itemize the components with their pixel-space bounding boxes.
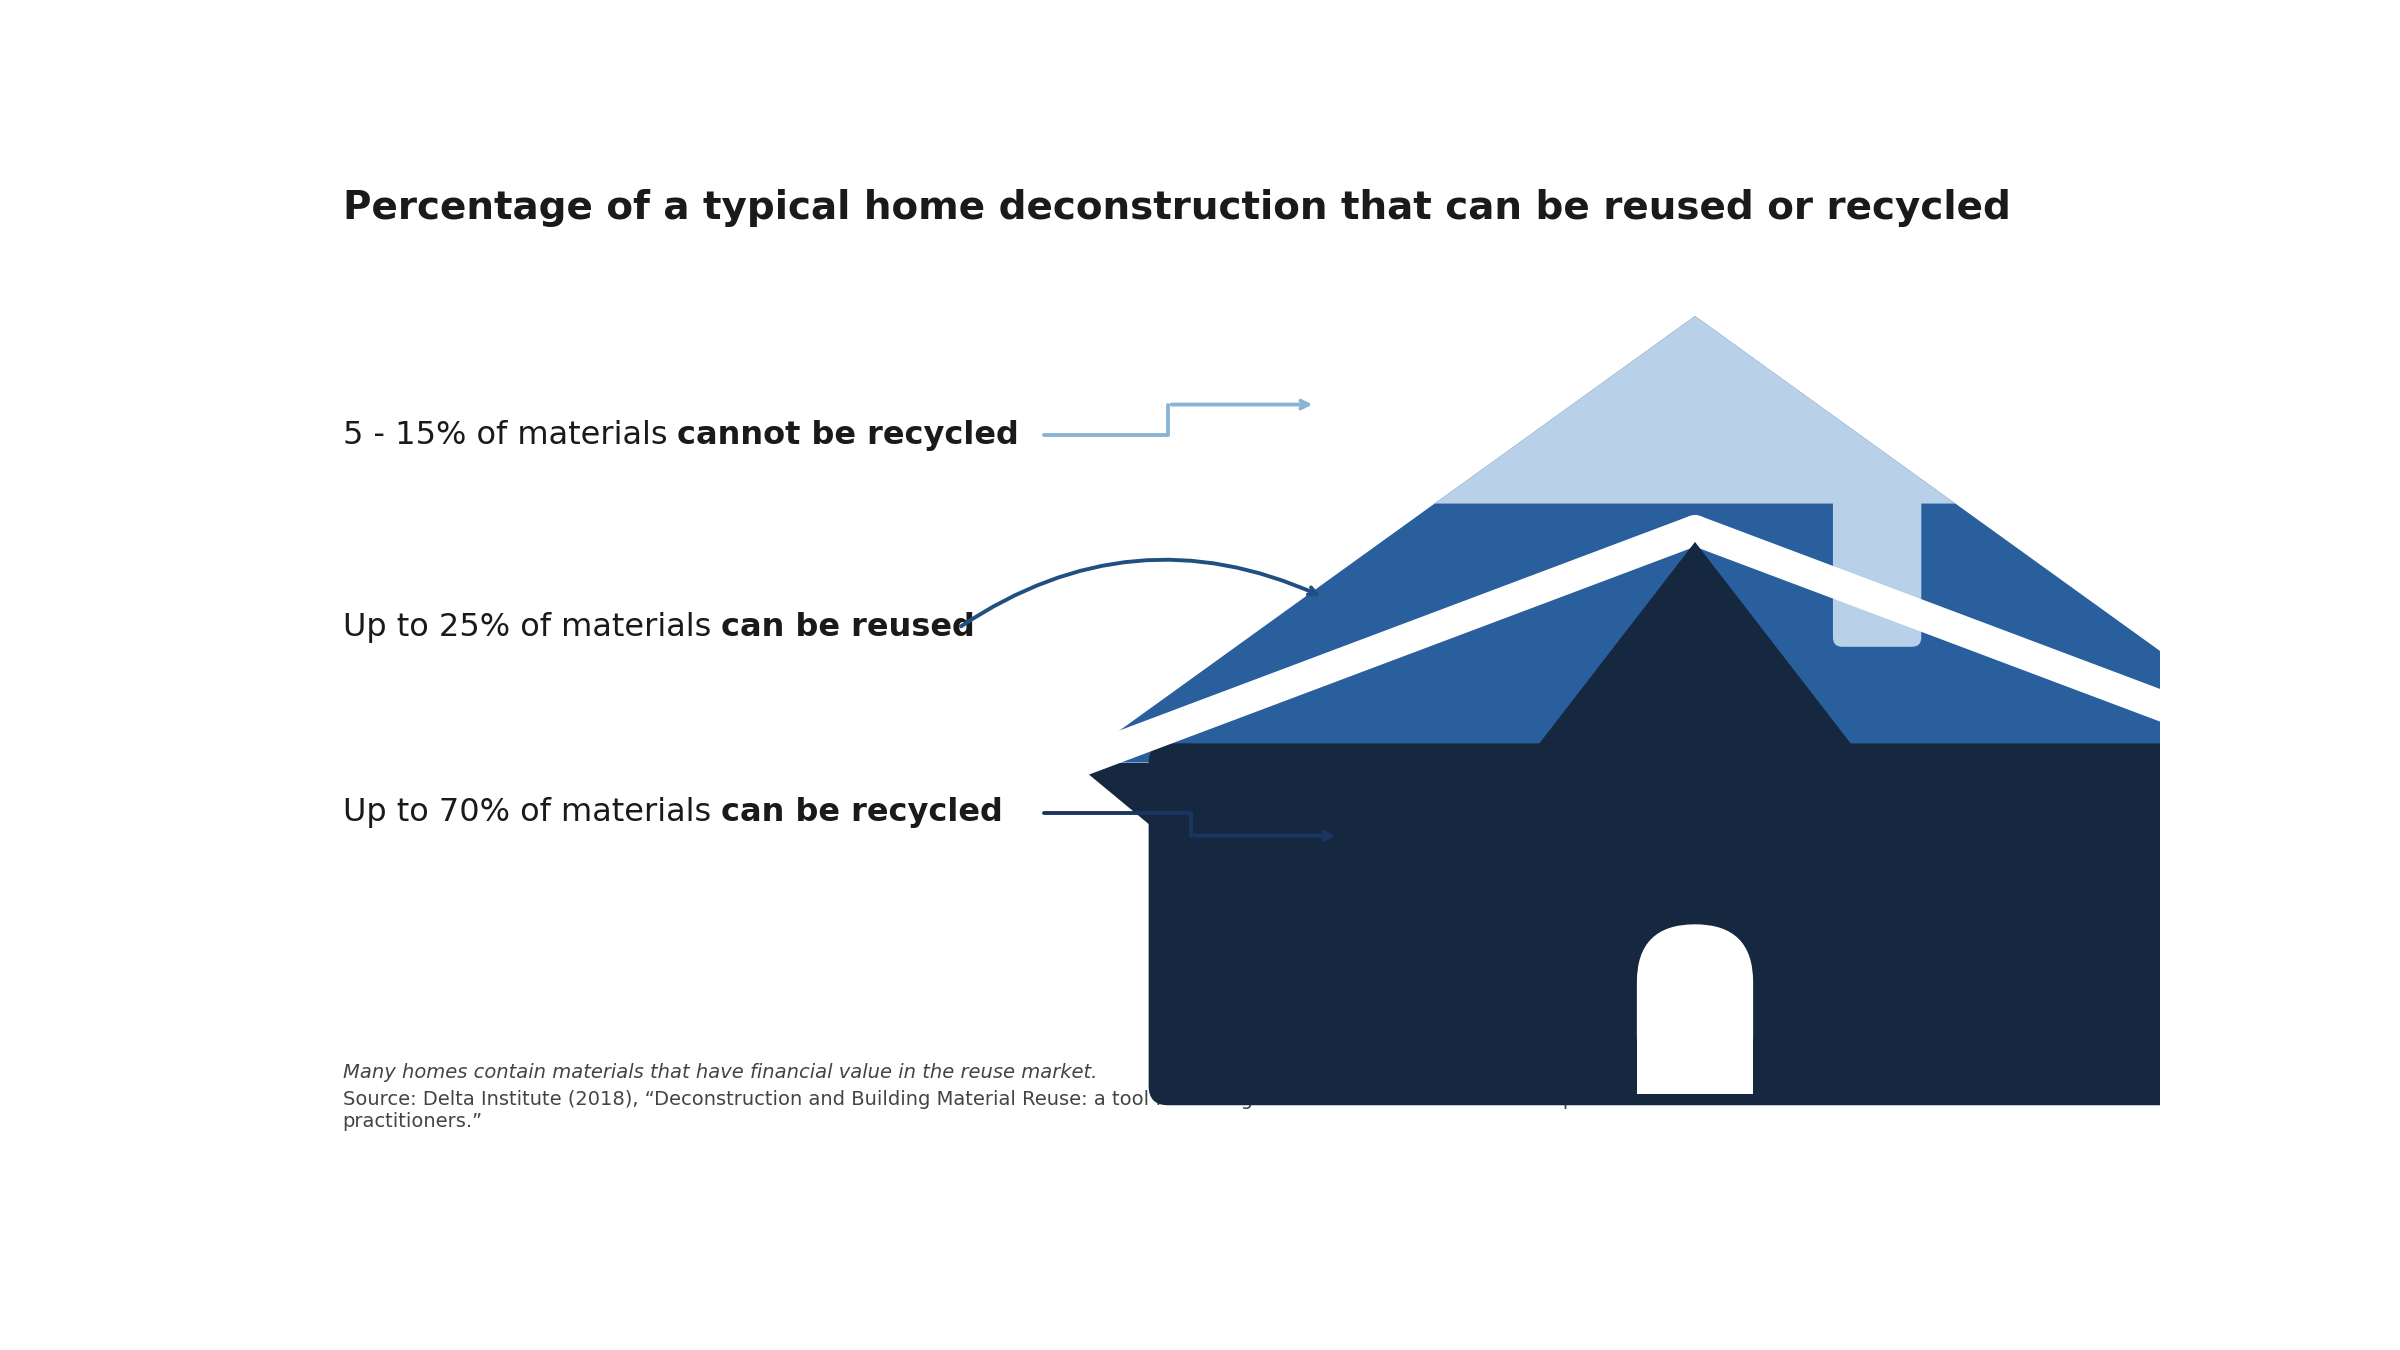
FancyBboxPatch shape <box>1637 925 1752 1094</box>
Polygon shape <box>1075 316 2316 763</box>
Polygon shape <box>1524 541 1865 763</box>
Text: Many homes contain materials that have financial value in the reuse market.: Many homes contain materials that have f… <box>343 1064 1097 1083</box>
Polygon shape <box>1075 763 1169 840</box>
Text: Source: Delta Institute (2018), “Deconstruction and Building Material Reuse: a t: Source: Delta Institute (2018), “Deconst… <box>343 1089 1625 1131</box>
FancyBboxPatch shape <box>1834 474 1922 647</box>
Bar <box>1637 1008 1752 1094</box>
Text: can be reused: can be reused <box>720 613 974 644</box>
Text: Percentage of a typical home deconstruction that can be reused or recycled: Percentage of a typical home deconstruct… <box>343 189 2011 227</box>
Text: 5 - 15% of materials: 5 - 15% of materials <box>343 420 677 451</box>
FancyArrowPatch shape <box>960 560 1318 626</box>
Text: Up to 70% of materials: Up to 70% of materials <box>343 796 720 828</box>
Text: Up to 25% of materials: Up to 25% of materials <box>343 613 720 644</box>
FancyBboxPatch shape <box>1150 744 2242 1106</box>
Text: can be recycled: can be recycled <box>720 796 1003 828</box>
Polygon shape <box>1435 316 1956 504</box>
Polygon shape <box>2222 763 2316 840</box>
Text: cannot be recycled: cannot be recycled <box>677 420 1020 451</box>
